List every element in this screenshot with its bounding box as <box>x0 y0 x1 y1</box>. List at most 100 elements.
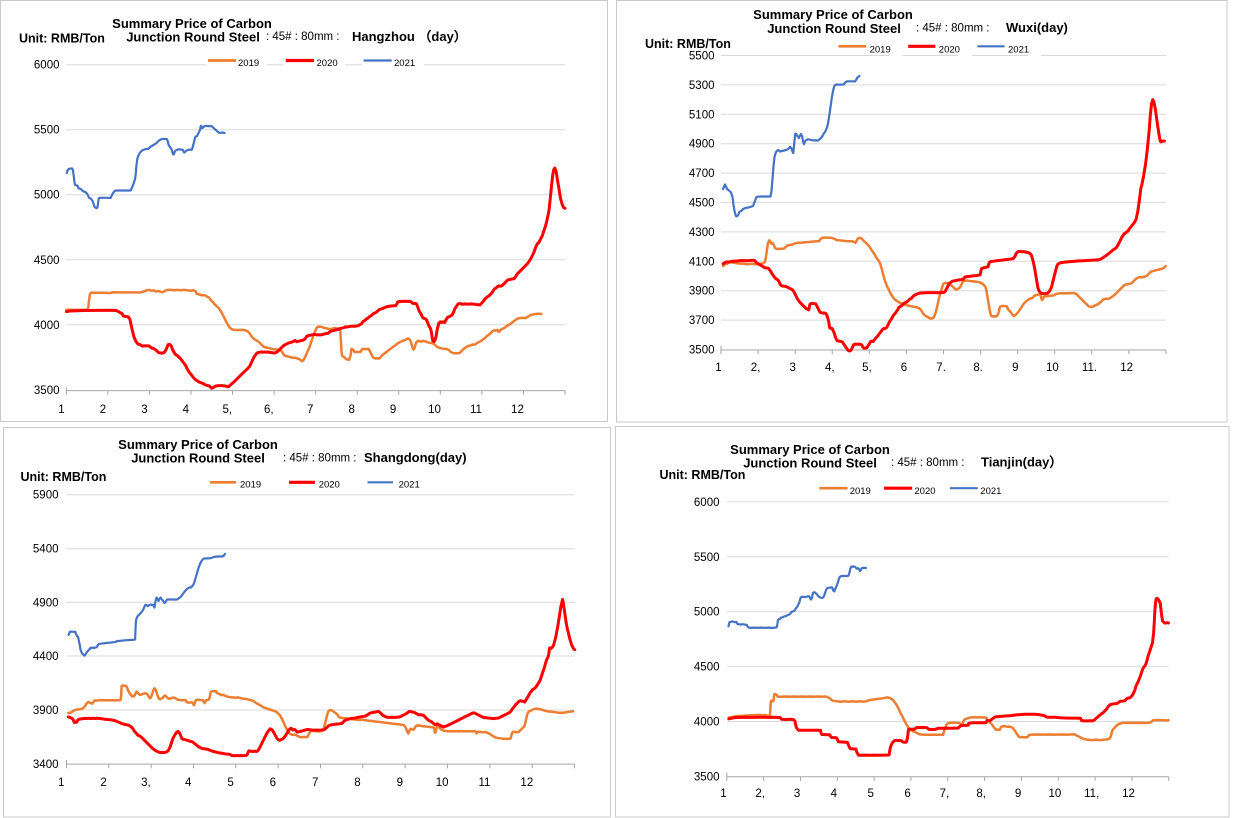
svg-text:9: 9 <box>1015 788 1021 800</box>
svg-text:: 45# : 80mm :: : 45# : 80mm : <box>283 453 357 465</box>
svg-text:10: 10 <box>436 777 449 789</box>
svg-text:Summary Price of Carbon: Summary Price of Carbon <box>753 7 913 22</box>
svg-text:4700: 4700 <box>689 168 715 180</box>
svg-text:3400: 3400 <box>33 759 59 771</box>
svg-text:5900: 5900 <box>33 490 59 502</box>
svg-text:Junction Round Steel: Junction Round Steel <box>126 30 260 45</box>
svg-text:6: 6 <box>270 777 276 789</box>
svg-text:4100: 4100 <box>689 256 715 268</box>
svg-text:2021: 2021 <box>399 480 420 491</box>
svg-text:Unit: RMB/Ton: Unit: RMB/Ton <box>19 32 105 46</box>
svg-text:5400: 5400 <box>33 544 59 556</box>
svg-text:Hangzhou （day）: Hangzhou （day） <box>352 29 467 44</box>
svg-text:2020: 2020 <box>317 58 338 69</box>
svg-text:1: 1 <box>58 777 64 789</box>
svg-text:12: 12 <box>1122 788 1135 800</box>
svg-text:2021: 2021 <box>1008 45 1029 56</box>
svg-text:5100: 5100 <box>689 109 715 121</box>
svg-text:6: 6 <box>904 788 910 800</box>
svg-text:2,: 2, <box>751 362 761 374</box>
svg-text:Junction Round Steel: Junction Round Steel <box>767 21 901 36</box>
svg-text:3500: 3500 <box>689 345 715 357</box>
svg-text:3700: 3700 <box>689 315 715 327</box>
svg-text:5,: 5, <box>223 404 233 416</box>
svg-text:11: 11 <box>470 404 482 416</box>
svg-text:3,: 3, <box>141 777 151 789</box>
svg-text:2019: 2019 <box>850 486 871 497</box>
svg-text:2021: 2021 <box>394 58 415 69</box>
svg-text:5: 5 <box>868 788 874 800</box>
svg-text:Unit: RMB/Ton: Unit: RMB/Ton <box>660 468 746 482</box>
svg-text:3500: 3500 <box>34 385 60 397</box>
svg-text:2020: 2020 <box>939 45 960 56</box>
svg-text:5500: 5500 <box>689 51 715 63</box>
svg-text:6: 6 <box>901 362 907 374</box>
svg-text:9: 9 <box>397 777 403 789</box>
svg-text:Summary Price of Carbon: Summary Price of Carbon <box>730 442 890 457</box>
svg-text:Tianjin(day）: Tianjin(day） <box>981 455 1062 470</box>
svg-text:12: 12 <box>511 404 524 416</box>
svg-text:: 45# : 80mm :: : 45# : 80mm : <box>916 23 990 35</box>
svg-text:12: 12 <box>1120 362 1133 374</box>
svg-text:6000: 6000 <box>694 497 720 509</box>
svg-text:Junction Round Steel: Junction Round Steel <box>131 451 265 466</box>
svg-text:2: 2 <box>100 404 106 416</box>
svg-text:4: 4 <box>185 777 192 789</box>
svg-text:3: 3 <box>141 404 147 416</box>
svg-text:2,: 2, <box>755 788 765 800</box>
svg-text:9: 9 <box>390 404 396 416</box>
svg-text:2: 2 <box>100 777 106 789</box>
svg-text:7,: 7, <box>940 788 950 800</box>
svg-text:5300: 5300 <box>689 80 715 92</box>
svg-text:8,: 8, <box>976 788 986 800</box>
svg-text:2019: 2019 <box>240 480 261 491</box>
svg-text:11,: 11, <box>1084 788 1099 800</box>
svg-text:5500: 5500 <box>34 125 60 137</box>
svg-text:11.: 11. <box>1082 362 1097 374</box>
svg-text:2019: 2019 <box>238 58 259 69</box>
svg-text:2020: 2020 <box>914 486 935 497</box>
svg-text:7.: 7. <box>936 362 946 374</box>
svg-text:Junction Round Steel: Junction Round Steel <box>743 456 877 471</box>
svg-text:10: 10 <box>1048 788 1061 800</box>
svg-text:4000: 4000 <box>34 320 60 332</box>
svg-text:4500: 4500 <box>689 198 715 210</box>
svg-text:4400: 4400 <box>33 651 59 663</box>
svg-text:10: 10 <box>428 404 441 416</box>
svg-text:12: 12 <box>520 777 533 789</box>
svg-text:4,: 4, <box>825 362 835 374</box>
svg-text:4500: 4500 <box>34 255 60 267</box>
svg-text:5000: 5000 <box>694 607 720 619</box>
svg-text:3900: 3900 <box>689 286 715 298</box>
svg-text:1: 1 <box>58 404 64 416</box>
svg-text:4: 4 <box>183 404 190 416</box>
svg-text:1: 1 <box>715 362 721 374</box>
svg-text:4500: 4500 <box>694 662 720 674</box>
svg-text:10: 10 <box>1046 362 1059 374</box>
svg-text:: 45# : 80mm :: : 45# : 80mm : <box>266 31 340 43</box>
svg-text:7: 7 <box>312 777 318 789</box>
svg-text:5,: 5, <box>862 362 872 374</box>
svg-text:3: 3 <box>794 788 800 800</box>
svg-text:3500: 3500 <box>694 771 720 783</box>
svg-text:8: 8 <box>354 777 360 789</box>
svg-text:Unit: RMB/Ton: Unit: RMB/Ton <box>645 37 731 51</box>
svg-text:3: 3 <box>789 362 795 374</box>
svg-text:7: 7 <box>307 404 313 416</box>
svg-text:6,: 6, <box>264 404 274 416</box>
svg-text:4: 4 <box>831 788 838 800</box>
svg-text:8.: 8. <box>973 362 983 374</box>
svg-text:11: 11 <box>479 777 491 789</box>
svg-text:4900: 4900 <box>689 139 715 151</box>
svg-text:2019: 2019 <box>870 45 891 56</box>
svg-text:Summary Price of Carbon: Summary Price of Carbon <box>118 437 278 452</box>
svg-text:4900: 4900 <box>33 597 59 609</box>
svg-text:3900: 3900 <box>33 705 59 717</box>
svg-text:: 45# : 80mm :: : 45# : 80mm : <box>891 457 965 469</box>
svg-text:2020: 2020 <box>319 480 340 491</box>
svg-text:4000: 4000 <box>694 717 720 729</box>
svg-text:6000: 6000 <box>34 60 60 72</box>
svg-text:4300: 4300 <box>689 227 715 239</box>
svg-text:5000: 5000 <box>34 190 60 202</box>
svg-text:9: 9 <box>1012 362 1018 374</box>
